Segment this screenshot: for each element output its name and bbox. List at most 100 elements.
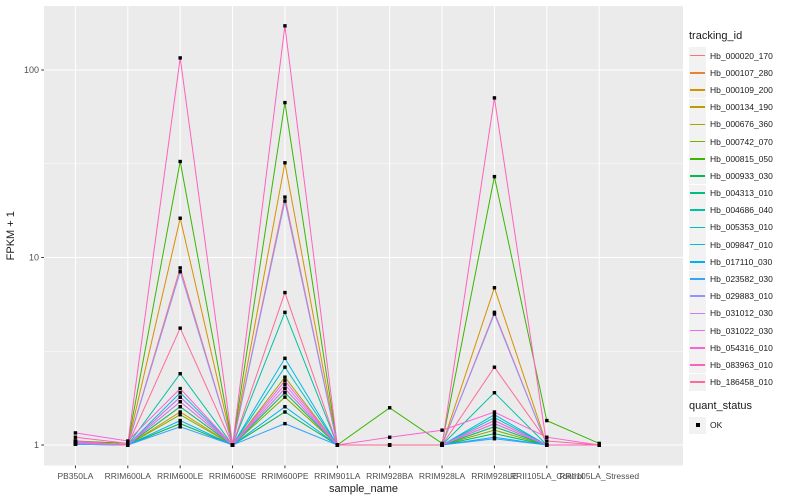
data-point [283, 386, 287, 391]
legend-item: Hb_000815_050 [689, 150, 799, 168]
data-point [126, 443, 130, 447]
data-point [283, 310, 287, 315]
legend: tracking_id Hb_000020_170 Hb_000107_280 Hb… [689, 30, 799, 434]
series-line-icon [690, 157, 705, 160]
data-point [545, 435, 549, 439]
x-tick-label: RRIM600LA [105, 471, 152, 481]
legend-item-label: Hb_004686_040 [710, 205, 773, 216]
legend-item-label: Hb_005353_010 [710, 222, 773, 233]
legend-item-label: Hb_009847_010 [710, 239, 773, 250]
legend-item-label: Hb_000109_200 [710, 84, 773, 95]
x-tick-label: RRIM901LA [314, 471, 361, 481]
legend-item: Hb_000933_030 [689, 167, 799, 185]
x-tick-label: RRIM928LE [471, 471, 518, 481]
data-point [178, 266, 182, 270]
legend-key-swatch [689, 322, 706, 340]
legend-item: Hb_000134_190 [689, 98, 799, 116]
legend-item: Hb_000020_170 [689, 47, 799, 65]
data-point [492, 415, 497, 420]
legend-items: Hb_000020_170 Hb_000107_280 Hb_000109_200 H… [689, 47, 799, 391]
legend-item-label: Hb_000020_170 [710, 50, 773, 61]
quant-ok-key [689, 416, 706, 434]
legend-item: Hb_083963_010 [689, 356, 799, 374]
series-line-icon [690, 71, 705, 74]
data-point [387, 435, 392, 439]
data-point [73, 431, 78, 435]
series-line-icon [690, 243, 705, 246]
black-square-marker-icon [695, 423, 700, 428]
data-point [440, 428, 444, 432]
legend-item: Hb_004686_040 [689, 201, 799, 219]
data-point [178, 421, 182, 426]
data-point [492, 391, 497, 395]
legend-item-label: Hb_000134_190 [710, 102, 773, 113]
data-point [178, 372, 182, 376]
data-point [492, 365, 497, 369]
legend-item: Hb_054316_010 [689, 339, 799, 357]
legend-key-swatch [689, 339, 706, 357]
legend-item-label: OK [710, 420, 723, 431]
data-point [178, 405, 182, 409]
data-point [178, 413, 182, 417]
data-point [492, 286, 497, 290]
legend-item: Hb_031022_030 [689, 322, 799, 340]
data-point [73, 439, 78, 443]
series-line-icon [690, 329, 705, 332]
data-point [283, 375, 287, 379]
series-line-icon [690, 192, 705, 194]
legend-item-label: Hb_186458_010 [710, 377, 773, 388]
legend-key-swatch [689, 98, 706, 116]
legend-key-swatch [689, 133, 706, 151]
legend-item: Hb_031012_030 [689, 304, 799, 322]
legend-key-swatch [689, 373, 706, 391]
x-tick-label: RRIM600LE [157, 471, 204, 481]
legend-item-label: Hb_023582_030 [710, 274, 773, 285]
data-point [178, 326, 182, 330]
x-tick-label: RRII105LA_Control [510, 471, 584, 481]
data-point [178, 386, 182, 391]
data-point [492, 425, 497, 429]
legend-item: Hb_000109_200 [689, 81, 799, 99]
legend-key-swatch [689, 167, 706, 185]
legend-item-label: Hb_000107_280 [710, 67, 773, 78]
x-tick-label: RRIM928LA [419, 471, 466, 481]
x-axis-title: sample_name [329, 483, 398, 495]
x-tick-label: PB350LA [57, 471, 93, 481]
data-point [492, 413, 497, 417]
legend-title-quant-status: quant_status [689, 399, 752, 412]
data-point [178, 216, 182, 220]
x-tick-label: RRIM928BA [366, 471, 414, 481]
data-point [283, 379, 287, 383]
legend-item: Hb_000107_280 [689, 64, 799, 82]
legend-item: Hb_000676_360 [689, 115, 799, 133]
legend-item-label: Hb_083963_010 [710, 359, 773, 370]
data-point [178, 425, 182, 429]
legend-key-swatch [689, 64, 706, 82]
plot-panel [44, 6, 683, 466]
data-point [492, 437, 497, 441]
y-axis-title: FPKM + 1 [5, 211, 17, 260]
data-point [178, 269, 182, 274]
legend-title-tracking-id: tracking_id [689, 30, 743, 42]
data-point [492, 421, 497, 426]
data-point [178, 395, 182, 399]
legend-item-label: Hb_000676_360 [710, 119, 773, 130]
legend-item-label: Hb_031022_030 [710, 325, 773, 336]
legend-key-swatch [689, 304, 706, 322]
legend-item-label: Hb_000933_030 [710, 170, 773, 181]
data-point [492, 410, 497, 414]
data-point [73, 435, 78, 439]
data-point [387, 443, 392, 447]
data-point [178, 400, 182, 404]
data-point [387, 406, 392, 410]
x-tick-label: RRIM600SE [209, 471, 257, 481]
x-tick-label: RRII105LA_Stressed [559, 471, 639, 481]
data-point [492, 418, 497, 423]
series-line-icon [690, 140, 705, 143]
legend-item: Hb_186458_010 [689, 373, 799, 391]
series-line-icon [690, 106, 705, 108]
data-point [178, 391, 182, 395]
data-point [492, 428, 497, 432]
legend-key-swatch [689, 184, 706, 202]
